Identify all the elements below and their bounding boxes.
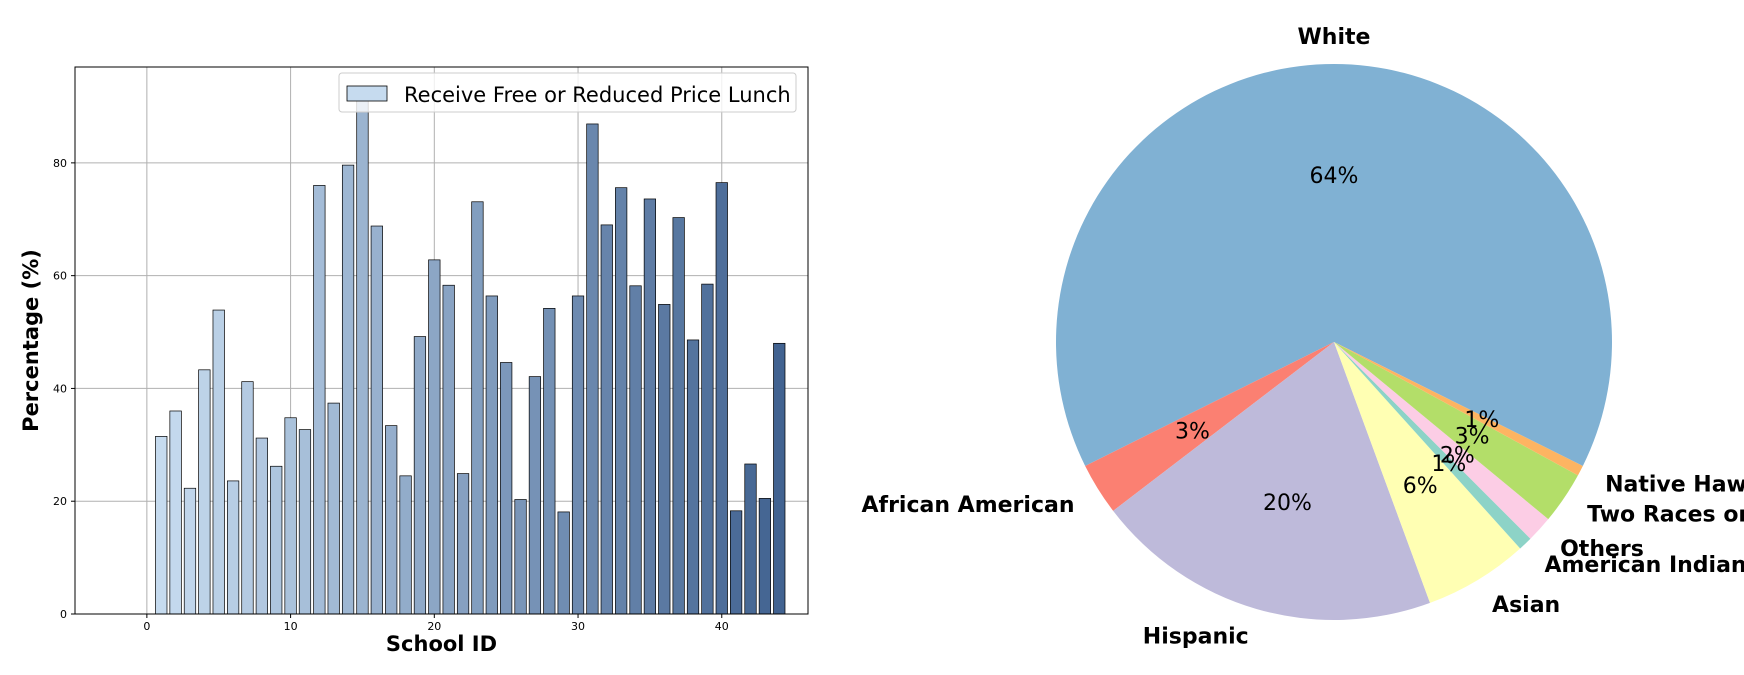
pie-slice-hispanic	[1113, 342, 1430, 621]
bar	[255, 437, 268, 615]
bar	[327, 402, 340, 615]
legend: Receive Free or Reduced Price Lunch	[338, 72, 797, 113]
bar	[413, 336, 427, 615]
x-tick-label: 30	[571, 620, 585, 633]
pie-slice-asian	[1334, 342, 1521, 603]
y-tick-label: 0	[60, 608, 67, 621]
pie-slice-african-american	[1085, 342, 1334, 511]
bar	[270, 465, 283, 615]
bar	[715, 182, 728, 615]
bar-chart: 0 10 20 30 40 0 20 40 60 80 School ID Percentage …	[19, 66, 809, 656]
pie-pct-label-asian: 6%	[1403, 474, 1438, 499]
bar	[773, 342, 786, 615]
bar	[428, 259, 441, 615]
pie-pct-label-american-indian: 1%	[1431, 452, 1466, 477]
pie-slice-american-indian	[1334, 342, 1531, 549]
pie-pct-label-white: 64%	[1310, 164, 1359, 189]
y-tick-label: 80	[53, 157, 67, 170]
pie-label-american-indian: American Indian	[1544, 553, 1744, 578]
y-axis-title: Percentage (%)	[19, 249, 43, 432]
bar	[586, 123, 599, 615]
bar	[571, 295, 585, 615]
bar	[385, 425, 398, 615]
bar	[241, 381, 254, 615]
pie-slice-native-hawaiian	[1334, 342, 1583, 476]
pie-slice-white	[1056, 63, 1613, 466]
bar	[615, 187, 628, 615]
pie-slice-others	[1334, 342, 1549, 539]
bar	[744, 463, 757, 615]
x-tick-label: 10	[284, 620, 298, 633]
y-tick-label: 20	[53, 495, 67, 508]
pie-label-two-races-or-more: Two Races or More	[1587, 503, 1744, 528]
x-tick-label: 20	[427, 620, 441, 633]
bar	[399, 475, 412, 615]
bar	[672, 217, 685, 615]
pie-pct-label-african-american: 3%	[1175, 419, 1210, 444]
pie-pct-label-native-hawaiian: 1%	[1464, 408, 1499, 433]
bar	[341, 164, 355, 615]
bar	[600, 224, 613, 615]
legend-label: Receive Free or Reduced Price Lunch	[404, 83, 791, 107]
y-tick-label: 60	[53, 270, 67, 283]
bar	[169, 410, 182, 615]
pie-chart: White 64% African American 3% Hispanic 20% Asi…	[861, 25, 1744, 649]
pie-label-others: Others	[1560, 537, 1644, 562]
bar	[500, 362, 513, 615]
bar	[356, 92, 369, 615]
x-axis-title: School ID	[386, 632, 497, 656]
bar	[658, 304, 671, 615]
bar	[284, 417, 297, 615]
bar-chart-bars	[155, 92, 786, 615]
bar	[226, 480, 240, 615]
pie-slice-two-races-or-more	[1334, 342, 1578, 520]
bar	[183, 487, 197, 615]
bar	[198, 369, 211, 615]
bar-chart-plot-frame	[74, 66, 809, 615]
pie-labels: White 64% African American 3% Hispanic 20% Asi…	[861, 25, 1744, 649]
pie-label-african-american: African American	[861, 493, 1074, 518]
pie-label-hispanic: Hispanic	[1143, 625, 1249, 650]
bar	[471, 201, 484, 615]
pie-label-native-hawaiian: Native Hawaiian	[1605, 473, 1744, 498]
legend-frame	[338, 72, 797, 113]
y-tick-label: 40	[53, 382, 67, 395]
bar	[313, 185, 326, 615]
bar	[485, 295, 498, 615]
bar	[528, 376, 542, 615]
bar	[370, 225, 383, 615]
pie-slices	[1056, 63, 1613, 621]
bar	[701, 283, 714, 615]
bar	[442, 284, 455, 615]
bar	[514, 499, 527, 615]
x-tick-label: 40	[715, 620, 729, 633]
bar	[543, 308, 556, 615]
bar	[557, 511, 570, 615]
bar	[155, 436, 168, 615]
bar-chart-ticks: 0 10 20 30 40 0 20 40 60 80	[53, 157, 729, 633]
bar	[298, 429, 312, 615]
x-tick-label: 0	[143, 620, 150, 633]
pie-pct-label-two-races-or-more: 3%	[1455, 425, 1490, 450]
bar	[212, 309, 225, 615]
pie-pct-label-others: 2%	[1440, 443, 1475, 468]
bar	[730, 510, 743, 615]
pie-label-asian: Asian	[1492, 593, 1560, 618]
bar	[758, 498, 771, 615]
bar	[629, 285, 642, 615]
legend-swatch	[346, 85, 388, 102]
bar	[456, 473, 470, 615]
pie-label-white: White	[1298, 25, 1371, 50]
bar	[643, 198, 657, 615]
pie-pct-label-hispanic: 20%	[1263, 491, 1312, 516]
bar	[686, 339, 700, 615]
